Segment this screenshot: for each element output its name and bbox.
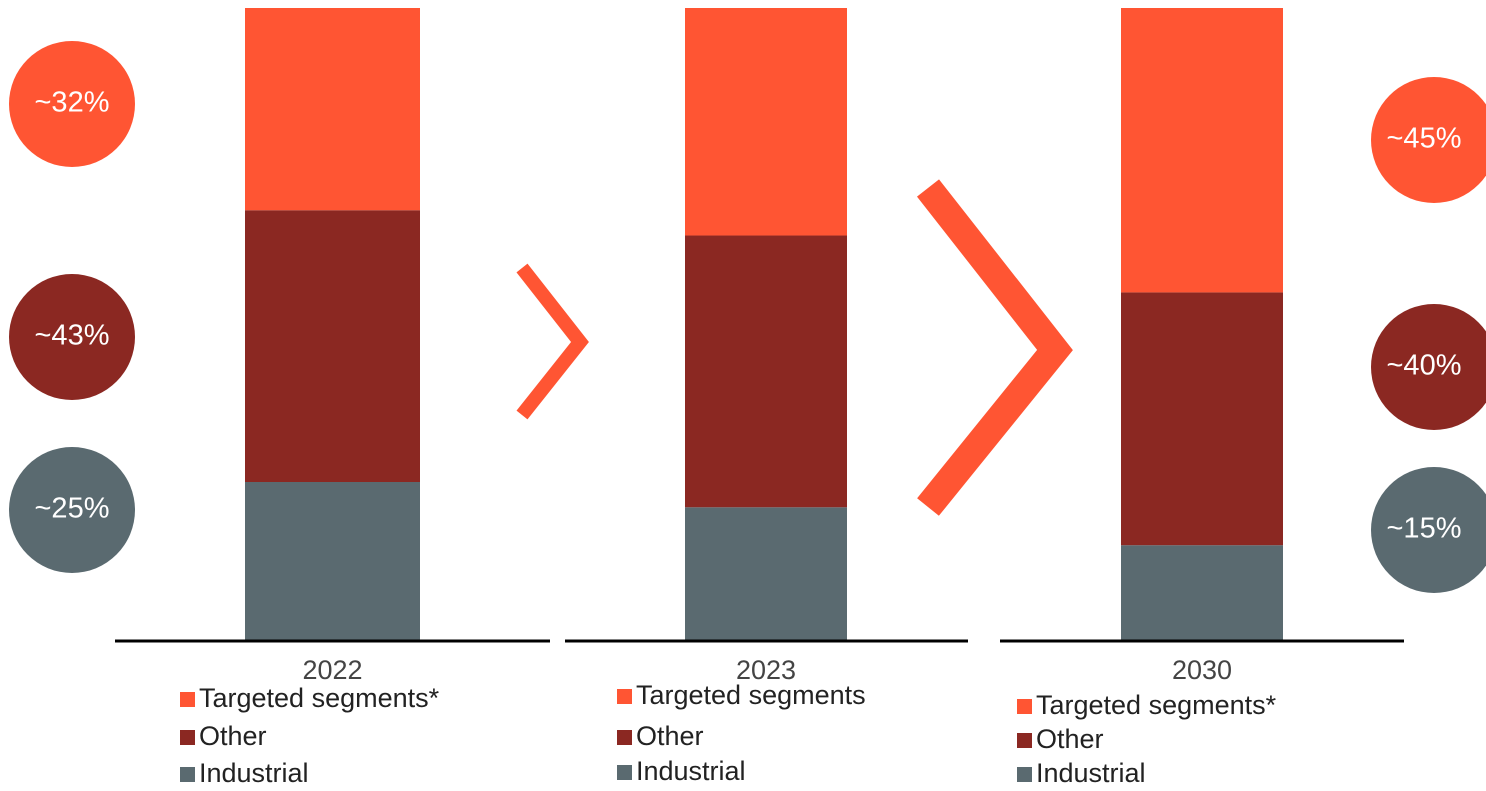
- value-badge: [9, 41, 135, 167]
- value-badge: [1371, 467, 1486, 593]
- legend-swatch: [180, 767, 195, 782]
- value-label: ~43%: [35, 320, 110, 352]
- value-label: ~15%: [1387, 513, 1462, 545]
- bar-segment: [245, 8, 420, 211]
- legend-label: Other: [199, 721, 267, 751]
- legend-swatch: [617, 730, 632, 745]
- value-badge: [9, 274, 135, 400]
- value-label: ~40%: [1387, 350, 1462, 382]
- bar-segment: [245, 210, 420, 483]
- value-badge: [1371, 77, 1486, 203]
- legend-swatch: [180, 730, 195, 745]
- legend-label: Industrial: [636, 756, 746, 786]
- x-tick-label: 2022: [302, 655, 362, 685]
- legend-label: Industrial: [1036, 758, 1146, 788]
- legend-swatch: [1017, 699, 1032, 714]
- legend-label: Other: [636, 721, 704, 751]
- legend-label: Industrial: [199, 758, 309, 788]
- x-tick-label: 2030: [1172, 655, 1232, 685]
- legend-label: Targeted segments*: [199, 683, 440, 713]
- bar-segment: [1121, 292, 1283, 546]
- value-label: ~32%: [35, 87, 110, 119]
- legend-swatch: [180, 692, 195, 707]
- value-label: ~45%: [1387, 123, 1462, 155]
- x-tick-label: 2023: [736, 655, 796, 685]
- bar-segment: [685, 507, 847, 640]
- value-badge: [9, 447, 135, 573]
- legend-label: Targeted segments*: [1036, 690, 1277, 720]
- legend-label: Other: [1036, 724, 1104, 754]
- bar-segment: [245, 482, 420, 640]
- legend-swatch: [1017, 767, 1032, 782]
- bar-segment: [685, 8, 847, 236]
- bar-segment: [1121, 8, 1283, 293]
- value-badge: [1371, 304, 1486, 430]
- bar-segment: [685, 235, 847, 508]
- bar-segment: [1121, 545, 1283, 640]
- legend-label: Targeted segments: [636, 680, 866, 710]
- legend-swatch: [617, 689, 632, 704]
- legend-swatch: [617, 765, 632, 780]
- chevron: [516, 263, 589, 420]
- chevron: [916, 179, 1073, 516]
- legend-swatch: [1017, 733, 1032, 748]
- value-label: ~25%: [35, 493, 110, 525]
